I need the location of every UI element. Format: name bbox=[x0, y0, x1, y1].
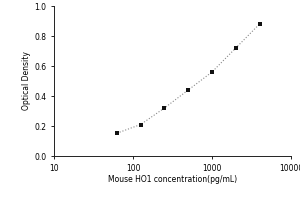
Y-axis label: Optical Density: Optical Density bbox=[22, 52, 32, 110]
Point bbox=[138, 123, 143, 126]
Point bbox=[186, 88, 190, 92]
Point bbox=[162, 106, 167, 110]
Point bbox=[115, 132, 119, 135]
Point bbox=[257, 22, 262, 26]
X-axis label: Mouse HO1 concentration(pg/mL): Mouse HO1 concentration(pg/mL) bbox=[108, 175, 237, 184]
Point bbox=[210, 70, 214, 74]
Point bbox=[233, 46, 238, 50]
